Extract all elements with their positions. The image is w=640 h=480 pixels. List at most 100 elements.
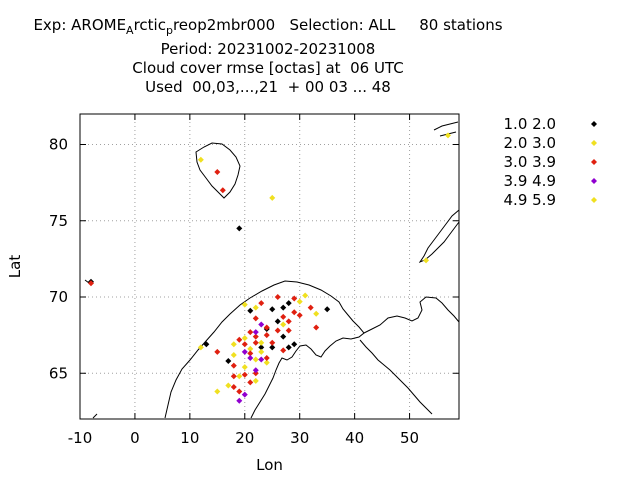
data-point-series-3	[214, 168, 221, 175]
data-point-series-3	[247, 379, 254, 386]
coastline-map	[84, 121, 460, 419]
data-point-series-2	[241, 335, 248, 342]
data-point-series-2	[214, 388, 221, 395]
data-point-series-4	[258, 321, 265, 328]
data-point-series-3	[263, 355, 270, 361]
title-selection: reop2mbr000 Selection: ALL 80 stations	[172, 16, 503, 34]
data-point-series-4	[241, 391, 248, 398]
data-point-series-3	[247, 329, 254, 336]
data-point-series-3	[274, 327, 281, 334]
data-point-series-3	[291, 295, 298, 302]
data-point-series-2	[258, 348, 265, 355]
data-point-series-1	[269, 344, 276, 351]
data-point-series-2	[247, 345, 254, 352]
data-point-series-3	[252, 333, 259, 340]
legend-marker-5	[591, 197, 597, 203]
data-point-series-1	[274, 318, 281, 325]
coastline-iceland	[92, 413, 98, 419]
data-point-series-3	[274, 294, 281, 300]
data-point-series-2	[302, 292, 309, 299]
legend-marker-2	[591, 140, 597, 146]
coastline-jan-mayen	[84, 279, 90, 284]
data-point-series-3	[241, 341, 248, 348]
y-tick-label: 75	[49, 212, 68, 230]
data-point-series-3	[252, 370, 259, 377]
legend-label-1: 1.0 2.0	[504, 115, 556, 133]
legend-marker-3	[591, 159, 597, 165]
data-point-series-3	[280, 313, 287, 320]
x-tick-label: 40	[345, 429, 364, 447]
data-point-series-4	[258, 356, 265, 363]
data-point-series-3	[285, 318, 292, 325]
data-point-series-2	[197, 156, 204, 163]
data-point-series-1	[258, 344, 265, 351]
data-point-series-1	[203, 341, 210, 348]
title-used: Used 00,03,...,21 + 00 03 ... 48	[145, 78, 391, 96]
data-point-series-3	[214, 348, 221, 355]
data-point-series-2	[313, 310, 320, 317]
data-point-series-3	[258, 300, 265, 307]
data-point-series-2	[258, 339, 265, 346]
data-point-series-1	[324, 306, 331, 313]
data-point-series-3	[263, 332, 270, 339]
data-point-series-1	[269, 306, 276, 313]
x-tick-label: -10	[68, 429, 93, 447]
data-point-series-2	[252, 377, 259, 384]
data-point-series-4	[241, 348, 248, 355]
data-point-series-4	[247, 355, 254, 361]
x-tick-label: 0	[130, 429, 140, 447]
title-subscript-p: p	[165, 24, 173, 37]
data-point-series-3	[230, 373, 237, 380]
data-point-series-3	[252, 339, 259, 346]
data-point-series-3	[307, 304, 314, 311]
data-point-series-1	[280, 304, 287, 311]
coastline-franz-josef	[433, 121, 459, 137]
coastline-kola	[363, 296, 460, 334]
data-points	[87, 132, 452, 404]
x-tick-label: 20	[235, 429, 254, 447]
data-point-series-1	[225, 358, 232, 365]
data-point-series-2	[263, 359, 270, 366]
data-point-series-2	[280, 321, 287, 328]
legend: 1.0 2.02.0 3.03.0 3.93.9 4.94.9 5.9	[504, 115, 597, 209]
data-point-series-3	[236, 388, 243, 395]
y-tick-label: 65	[49, 364, 68, 382]
data-point-series-2	[230, 351, 237, 358]
data-point-series-3	[230, 362, 237, 369]
data-point-series-2	[241, 301, 248, 308]
data-point-series-2	[269, 194, 276, 201]
data-point-series-1	[285, 300, 292, 307]
title-variable: Cloud cover rmse [octas] at 06 UTC	[132, 59, 404, 77]
data-point-series-3	[87, 280, 94, 287]
data-point-series-3	[291, 309, 298, 316]
y-tick-label: 70	[49, 288, 68, 306]
title-line-1: Exp: AROMEArcticpreop2mbr000 Selection: …	[0, 16, 536, 40]
data-point-series-3	[313, 324, 320, 331]
x-tick-label: 30	[290, 429, 309, 447]
legend-marker-1	[591, 121, 597, 127]
data-point-series-3	[263, 324, 270, 331]
data-point-series-2	[445, 132, 452, 139]
data-point-series-1	[285, 344, 292, 351]
data-point-series-2	[423, 257, 430, 264]
data-point-series-2	[252, 304, 259, 311]
data-point-series-2	[241, 364, 248, 371]
data-point-series-3	[247, 350, 254, 357]
data-point-series-1	[236, 225, 243, 232]
x-tick-label: 10	[180, 429, 199, 447]
legend-label-2: 2.0 3.0	[504, 134, 556, 152]
data-point-series-3	[280, 347, 287, 354]
data-point-series-2	[236, 373, 243, 380]
data-point-series-2	[225, 382, 232, 389]
data-point-series-4	[252, 367, 259, 374]
title-exp: Exp: AROME	[33, 16, 127, 34]
coastline-scandinavia	[164, 280, 365, 419]
legend-label-3: 3.0 3.9	[504, 153, 556, 171]
data-point-series-3	[252, 315, 259, 322]
title-period: Period: 20231002-20231008	[160, 40, 376, 58]
x-tick-label: 50	[400, 429, 419, 447]
data-point-series-1	[291, 341, 298, 348]
y-axis-label: Lat	[6, 255, 24, 279]
data-point-series-1	[247, 307, 254, 314]
